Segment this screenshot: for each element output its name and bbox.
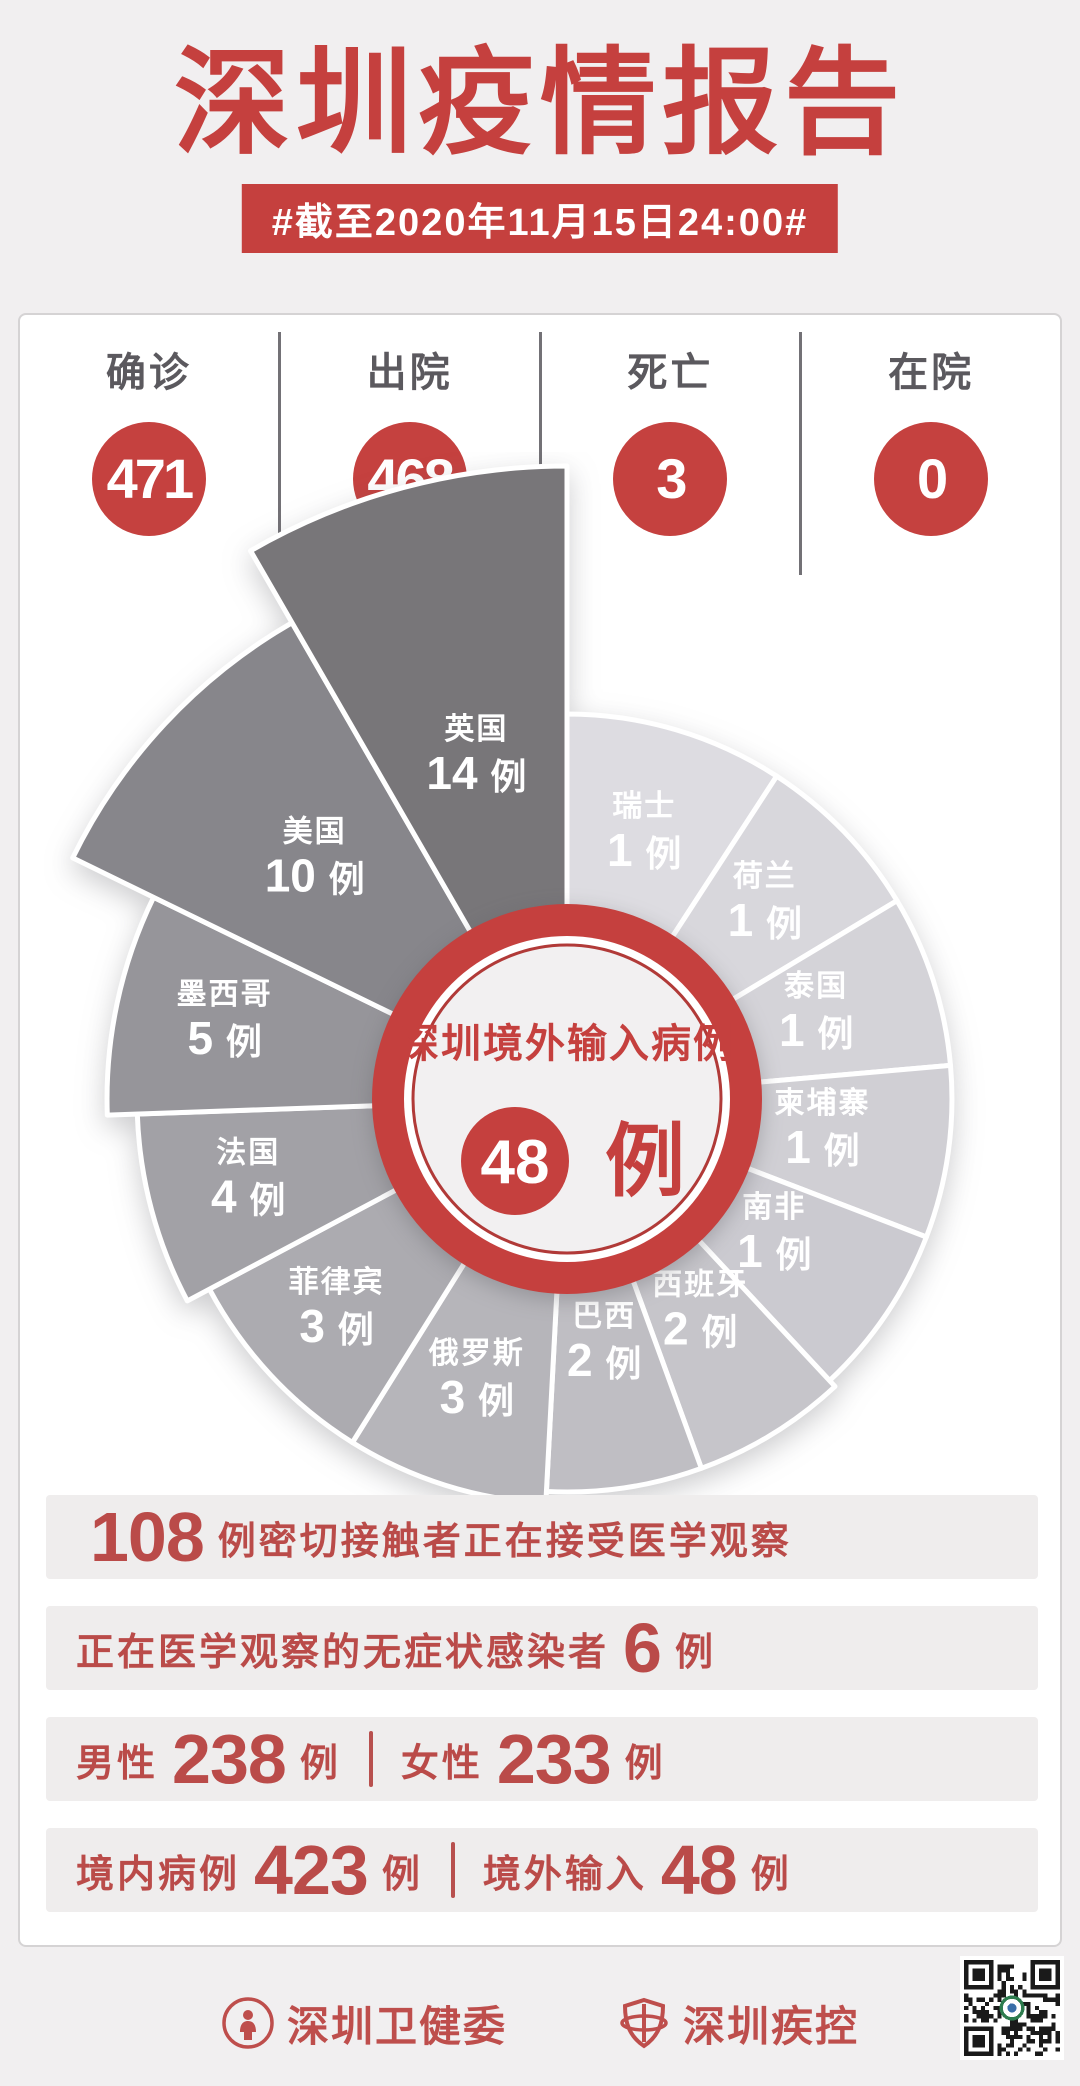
bar-text: 正在医学观察的无症状感染者 <box>76 1631 610 1674</box>
pie-slice-value: 1 例 <box>607 824 681 876</box>
bar-text: 例 <box>299 1742 341 1785</box>
stat-item-1: 确诊 471 <box>20 332 281 575</box>
stat-bar-3: 男性 238 例 女性 233 例 <box>46 1717 1038 1801</box>
bar-number: 108 <box>90 1498 205 1576</box>
stat-value-circle: 3 <box>613 422 728 536</box>
pie-slice-value: 14 例 <box>426 747 526 799</box>
bar-text: 例 <box>750 1853 792 1896</box>
stat-label: 死亡 <box>627 351 714 395</box>
stat-value-circle: 471 <box>91 422 206 536</box>
bar-text: 例 <box>624 1742 666 1785</box>
bar-number: 48 <box>660 1831 738 1909</box>
report-card: 确诊 471 出院 468 死亡 3 在院 0 瑞士 1 例荷兰 1 例泰国 1 例柬埔寨 1 例南非… <box>18 313 1062 1947</box>
pie-slice-name: 泰国 <box>784 970 848 1003</box>
pie-slice-name: 巴西 <box>572 1300 636 1333</box>
page-title: 深圳疫情报告 <box>174 38 906 168</box>
pie-slice-value: 10 例 <box>265 850 365 902</box>
chart-center-title: 深圳境外输入病例 <box>399 1022 735 1066</box>
rose-chart-wrap: 瑞士 1 例荷兰 1 例泰国 1 例柬埔寨 1 例南非 1 例西班牙 2 例巴西 2 例俄罗斯… <box>20 452 1064 1512</box>
stat-bar-4: 境内病例 423 例 境外输入 48 例 <box>46 1828 1038 1912</box>
bar-text: 女性 <box>400 1742 483 1785</box>
bar-divider <box>450 1842 455 1898</box>
pie-slice-value: 1 例 <box>785 1121 859 1173</box>
bar-number: 423 <box>254 1831 369 1909</box>
stat-value-circle: 0 <box>874 422 989 536</box>
pie-slice-value: 1 例 <box>737 1225 811 1277</box>
pie-slice-name: 墨西哥 <box>177 978 273 1011</box>
stat-bar-2: 正在医学观察的无症状感染者 6 例 <box>46 1606 1038 1690</box>
bar-text: 例 <box>381 1853 423 1896</box>
health-commission-seal-icon <box>222 1997 274 2049</box>
bar-text: 男性 <box>76 1742 159 1785</box>
org-badge-cdc: 深圳疾控 <box>617 1993 859 2054</box>
stat-label: 在院 <box>888 351 975 395</box>
chart-center-value: 48 <box>481 1128 550 1197</box>
org-badge-health-commission: 深圳卫健委 <box>221 1993 507 2054</box>
date-banner: #截至2020年11月15日24:00# <box>241 184 839 253</box>
pie-slice-name: 俄罗斯 <box>428 1337 525 1370</box>
pie-slice-name: 瑞士 <box>612 790 676 823</box>
bar-number: 6 <box>623 1609 662 1687</box>
pie-slice-value: 3 例 <box>299 1300 373 1352</box>
stat-item-4: 在院 0 <box>802 332 1060 575</box>
bar-text: 境外输入 <box>482 1853 647 1896</box>
pie-slice-name: 美国 <box>283 815 347 849</box>
stat-label: 确诊 <box>105 351 192 395</box>
bar-text: 例 <box>674 1631 716 1674</box>
cdc-shield-icon <box>620 1997 668 2049</box>
pie-slice-value: 2 例 <box>663 1302 737 1354</box>
pie-slice-name: 南非 <box>742 1191 806 1224</box>
pie-slice-name: 英国 <box>444 713 508 746</box>
pie-slice-value: 4 例 <box>211 1170 285 1222</box>
pie-slice-name: 菲律宾 <box>289 1266 385 1299</box>
pie-slice-name: 法国 <box>216 1136 280 1169</box>
bar-text: 例密切接触者正在接受医学观察 <box>217 1520 792 1563</box>
center-total-circle <box>461 1107 569 1215</box>
org-label: 深圳卫健委 <box>286 2002 507 2050</box>
bar-divider <box>368 1731 373 1787</box>
pie-slice-value: 1 例 <box>728 894 802 946</box>
pie-slice-value: 2 例 <box>567 1334 641 1386</box>
pie-slice-name: 荷兰 <box>733 860 797 893</box>
qr-code <box>960 1956 1064 2060</box>
pie-slice-value: 5 例 <box>187 1012 261 1064</box>
bar-number: 238 <box>172 1720 287 1798</box>
bar-number: 233 <box>496 1720 612 1798</box>
pie-slice-value: 3 例 <box>440 1371 514 1423</box>
pie-slice-value: 1 例 <box>779 1004 853 1056</box>
observation-bars: 108 例密切接触者正在接受医学观察 正在医学观察的无症状感染者 6 例男性 238 例女性… <box>46 1495 1038 1939</box>
bar-text: 境内病例 <box>76 1853 241 1896</box>
stat-label: 出院 <box>366 351 453 395</box>
org-label: 深圳疾控 <box>683 2002 860 2050</box>
pie-slice-name: 西班牙 <box>652 1268 748 1301</box>
stat-bar-1: 108 例密切接触者正在接受医学观察 <box>46 1495 1038 1579</box>
chart-center-unit: 例 <box>605 1117 685 1206</box>
footer: 深圳卫健委 深圳疾控 <box>0 1988 1080 2058</box>
stat-item-3: 死亡 3 <box>542 332 803 575</box>
pie-slice-name: 柬埔寨 <box>774 1086 870 1120</box>
